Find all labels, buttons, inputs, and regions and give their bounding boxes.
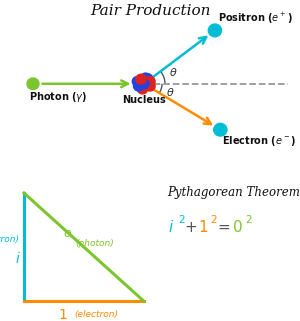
Text: $0$: $0$ xyxy=(232,220,243,236)
Text: Electron ($e^-$): Electron ($e^-$) xyxy=(222,134,296,148)
Circle shape xyxy=(139,79,149,89)
Text: Photon ($\gamma$): Photon ($\gamma$) xyxy=(28,90,87,104)
Text: Pair Production: Pair Production xyxy=(90,4,210,18)
Circle shape xyxy=(132,76,142,86)
Text: (photon): (photon) xyxy=(75,239,114,248)
Circle shape xyxy=(136,74,146,84)
Circle shape xyxy=(145,81,155,91)
Circle shape xyxy=(208,24,221,37)
Text: $i$: $i$ xyxy=(168,220,174,236)
Text: Positron ($e^+$): Positron ($e^+$) xyxy=(218,11,293,26)
Text: Pythagorean Theorem: Pythagorean Theorem xyxy=(168,186,300,199)
Circle shape xyxy=(214,123,227,136)
Text: $1$: $1$ xyxy=(198,220,208,236)
Circle shape xyxy=(27,78,39,90)
Circle shape xyxy=(137,84,148,94)
Circle shape xyxy=(142,74,153,83)
Circle shape xyxy=(145,76,155,86)
Circle shape xyxy=(140,73,151,83)
Text: 1: 1 xyxy=(58,308,68,321)
Circle shape xyxy=(134,81,144,91)
Text: (positron): (positron) xyxy=(0,235,20,244)
Text: +: + xyxy=(184,220,197,235)
Text: i: i xyxy=(16,253,20,266)
Text: o: o xyxy=(64,227,71,240)
Text: (electron): (electron) xyxy=(74,310,118,319)
Text: $\theta$: $\theta$ xyxy=(169,66,177,78)
Text: $\theta$: $\theta$ xyxy=(166,86,175,99)
Text: 2: 2 xyxy=(210,215,217,225)
Text: =: = xyxy=(218,220,230,235)
Text: 2: 2 xyxy=(178,215,185,225)
Text: Nucleus: Nucleus xyxy=(122,95,166,105)
Text: 2: 2 xyxy=(245,215,252,225)
